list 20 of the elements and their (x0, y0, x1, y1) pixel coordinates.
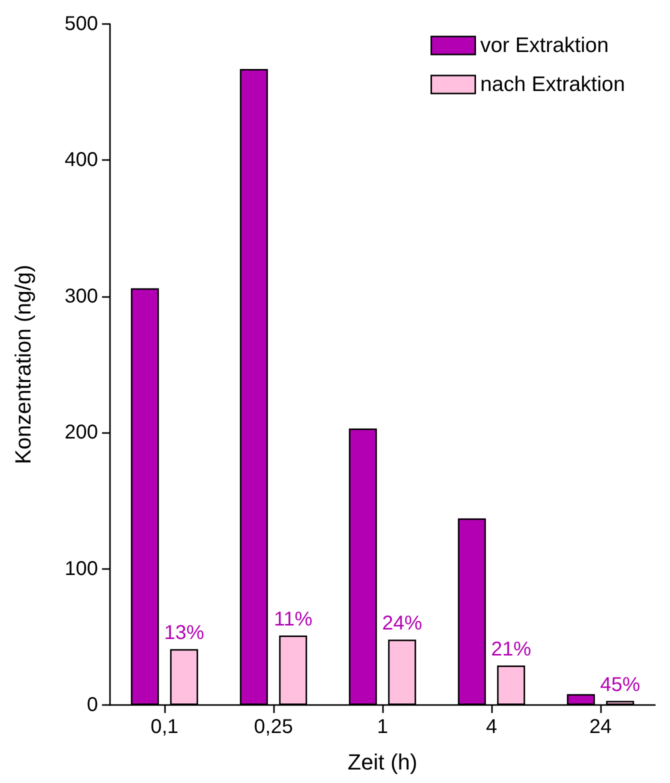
y-tick-label: 0 (86, 694, 98, 716)
y-tick-label: 500 (64, 13, 98, 35)
annotation: 24% (382, 612, 422, 635)
y-tick-label: 300 (64, 285, 98, 308)
x-tick-label: 24 (589, 716, 612, 738)
legend-label: nach Extraktion (480, 73, 626, 96)
y-tick-label: 200 (64, 422, 98, 444)
x-tick-label: 1 (376, 716, 388, 738)
annotation: 45% (600, 674, 640, 696)
y-axis-title: Konzentration (ng/g) (10, 264, 36, 464)
y-tick-label: 100 (64, 558, 98, 580)
x-axis-title: Zeit (h) (348, 750, 418, 774)
annotation: 21% (491, 638, 532, 660)
x-tick-label: 0,1 (150, 716, 178, 738)
x-tick-label: 0,25 (254, 716, 293, 738)
annotation: 13% (164, 622, 204, 644)
legend-label: vor Extraktion (480, 34, 609, 57)
y-tick-label: 400 (64, 149, 98, 172)
annotation: 11% (274, 608, 313, 631)
x-tick-label: 4 (486, 716, 498, 738)
